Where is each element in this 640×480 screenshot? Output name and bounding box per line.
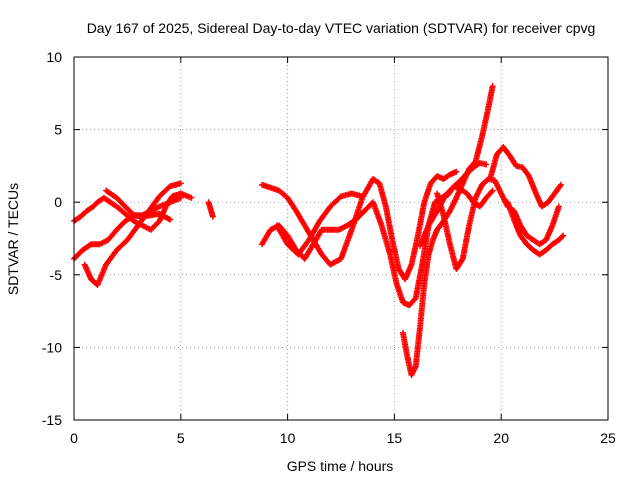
x-tick-label: 5 (177, 430, 185, 446)
series-arc-3 (81, 180, 184, 288)
data-point (483, 161, 490, 168)
data-point (560, 232, 567, 239)
data-point (177, 194, 184, 201)
x-tick-label: 10 (280, 430, 296, 446)
data-point (489, 83, 496, 90)
x-axis-label: GPS time / hours (287, 458, 394, 474)
grid-lines (74, 57, 608, 420)
data-point (489, 187, 496, 194)
data-point (167, 216, 174, 223)
series-arc-11 (434, 175, 562, 272)
x-tick-label: 25 (600, 430, 616, 446)
series-arc-9 (399, 83, 496, 378)
data-point (559, 233, 566, 240)
data-point (488, 188, 495, 195)
data-point (209, 213, 216, 220)
data-marks (71, 83, 567, 378)
chart-title: Day 167 of 2025, Sidereal Day-to-day VTE… (87, 20, 596, 36)
x-tick-label: 0 (70, 430, 78, 446)
data-point (458, 257, 465, 264)
series-arc-8 (273, 190, 366, 258)
y-tick-label: -5 (50, 267, 63, 283)
plot-frame (73, 56, 609, 421)
series-arc-7 (258, 159, 490, 309)
y-tick-label: 0 (54, 194, 62, 210)
y-tick-label: -15 (42, 412, 62, 428)
series-arc-13 (504, 199, 567, 258)
x-tick-label: 20 (493, 430, 509, 446)
data-point (555, 203, 562, 210)
data-point (453, 168, 460, 175)
series-arc-12 (487, 144, 565, 210)
y-tick-label: 10 (46, 49, 62, 65)
data-point (557, 183, 564, 190)
y-tick-label: 5 (54, 122, 62, 138)
series-arc-6 (258, 168, 460, 283)
data-point (177, 180, 184, 187)
axis-ticks: 0 5 10 15 20 25 -15 -10 -5 0 5 10 (42, 49, 616, 446)
series-arc-5 (205, 199, 216, 220)
data-point (188, 194, 195, 201)
data-point (558, 181, 565, 188)
y-tick-label: -10 (42, 339, 62, 355)
series-arc-4 (103, 187, 174, 223)
data-point (359, 193, 366, 200)
x-tick-label: 15 (387, 430, 403, 446)
y-axis-label: SDTVAR / TECUs (5, 183, 21, 295)
